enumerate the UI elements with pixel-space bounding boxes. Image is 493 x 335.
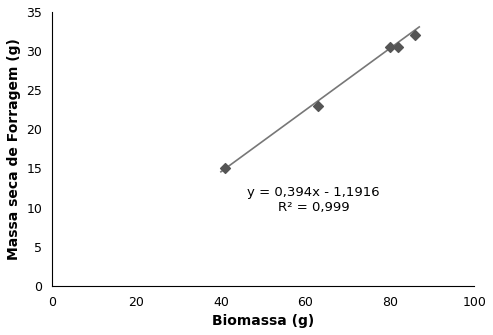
Point [314, 103, 322, 109]
Point [386, 45, 393, 50]
X-axis label: Biomassa (g): Biomassa (g) [212, 314, 314, 328]
Point [221, 166, 229, 171]
Text: y = 0,394x - 1,1916
R² = 0,999: y = 0,394x - 1,1916 R² = 0,999 [247, 186, 380, 214]
Y-axis label: Massa seca de Forragem (g): Massa seca de Forragem (g) [7, 38, 21, 260]
Point [394, 45, 402, 50]
Point [411, 33, 419, 38]
